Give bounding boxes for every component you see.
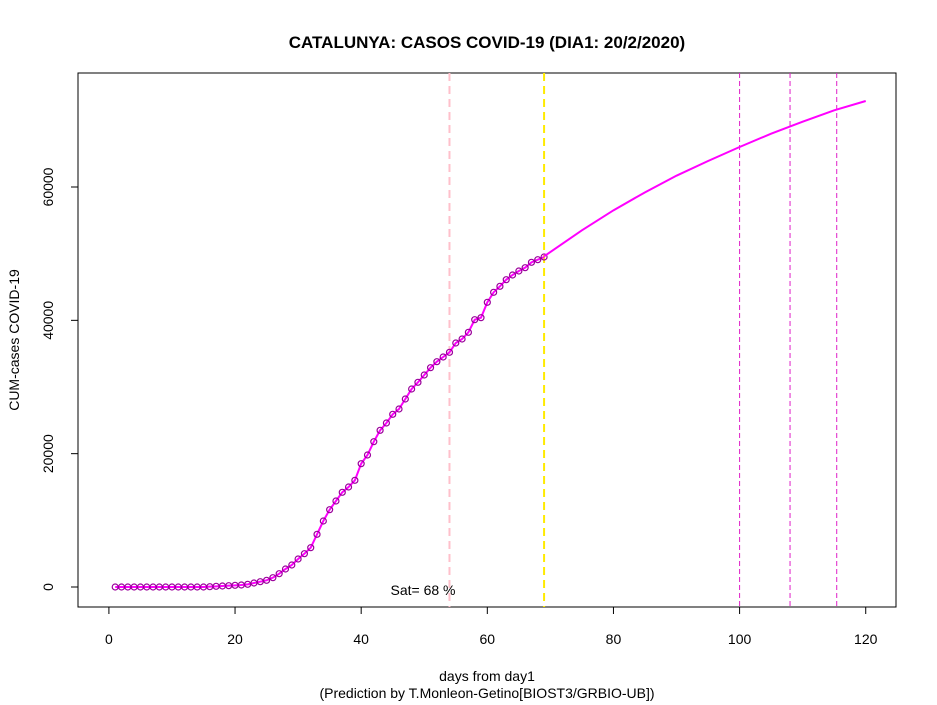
y-tick-label: 0 xyxy=(40,583,56,591)
data-point xyxy=(332,497,340,505)
y-tick-label: 20000 xyxy=(40,434,56,473)
data-point xyxy=(269,574,277,582)
caption: (Prediction by T.Monleon-Getino[BIOST3/G… xyxy=(319,685,654,701)
x-tick-label: 120 xyxy=(854,631,878,647)
annotation: Sat= 68 % xyxy=(391,582,456,598)
data-point xyxy=(445,348,454,356)
data-point xyxy=(389,410,397,418)
data-point xyxy=(319,517,327,525)
data-point xyxy=(521,264,529,272)
data-point xyxy=(357,460,365,468)
data-line xyxy=(543,100,867,258)
data-point xyxy=(288,561,296,569)
x-tick-label: 100 xyxy=(728,631,752,647)
data-point xyxy=(275,570,283,578)
data-point xyxy=(433,358,441,366)
data-point xyxy=(376,426,384,434)
y-tick-label: 40000 xyxy=(40,301,56,340)
data-point xyxy=(496,282,504,290)
data-point xyxy=(294,555,302,563)
data-point xyxy=(508,271,517,279)
data-point xyxy=(502,276,510,284)
data-point xyxy=(300,550,309,558)
data-point xyxy=(490,288,498,296)
y-tick-label: 60000 xyxy=(40,167,56,206)
data-point xyxy=(262,576,271,584)
data-point xyxy=(414,378,422,386)
data-point xyxy=(370,438,378,446)
data-point xyxy=(344,483,353,491)
data-point xyxy=(420,371,428,379)
data-point xyxy=(363,451,372,459)
data-point xyxy=(351,476,359,484)
y-axis-label: CUM-cases COVID-19 xyxy=(6,269,22,411)
data-point xyxy=(408,385,416,393)
data-line xyxy=(115,256,545,588)
data-point xyxy=(458,335,466,343)
data-point xyxy=(401,395,409,403)
x-tick-label: 0 xyxy=(105,631,113,647)
data-point xyxy=(534,256,542,264)
x-tick-label: 60 xyxy=(480,631,496,647)
data-point xyxy=(338,488,346,496)
data-point xyxy=(471,316,479,324)
data-point xyxy=(326,506,334,514)
data-point xyxy=(477,314,485,322)
data-point xyxy=(307,544,315,552)
data-point xyxy=(313,530,321,538)
x-tick-label: 80 xyxy=(606,631,622,647)
data-point xyxy=(540,253,548,261)
data-point xyxy=(483,298,491,306)
x-tick-label: 40 xyxy=(353,631,369,647)
data-point xyxy=(527,258,536,266)
data-point xyxy=(515,267,523,275)
data-point xyxy=(281,565,290,573)
data-point xyxy=(382,419,391,427)
data-point xyxy=(426,364,435,372)
x-tick-label: 20 xyxy=(227,631,243,647)
chart-title: CATALUNYA: CASOS COVID-19 (DIA1: 20/2/20… xyxy=(289,33,685,52)
data-point xyxy=(452,339,460,347)
data-point xyxy=(439,353,447,361)
x-axis-label: days from day1 xyxy=(439,668,535,684)
data-point xyxy=(464,328,472,336)
data-point xyxy=(395,405,403,413)
